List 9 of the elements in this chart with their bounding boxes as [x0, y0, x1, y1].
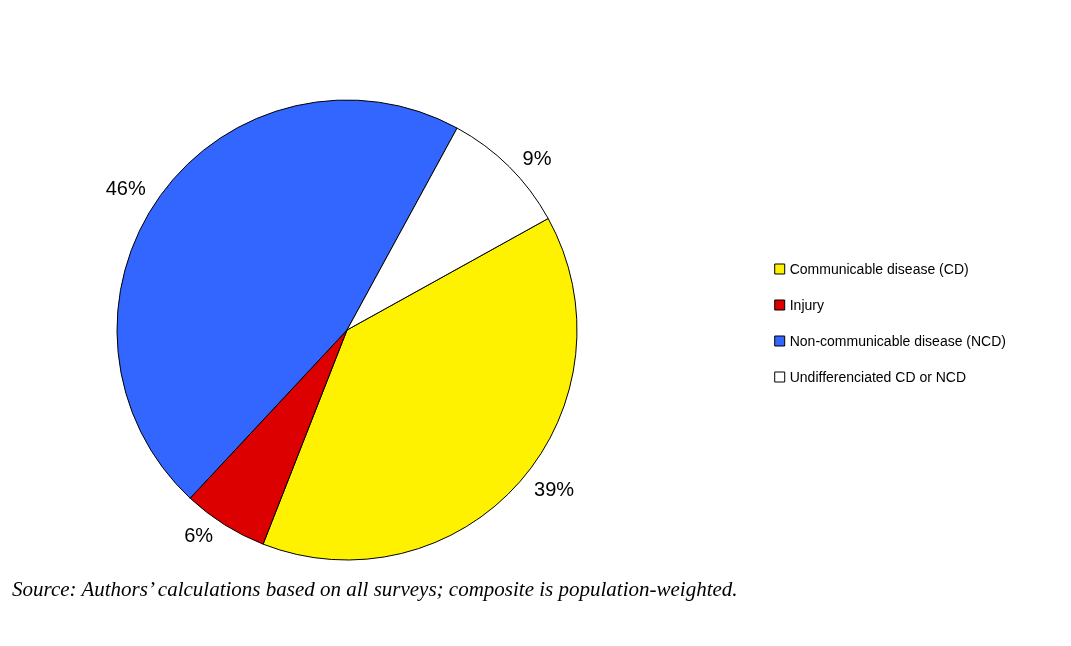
legend-label: Non-communicable disease (NCD)	[789, 333, 1006, 349]
data-label: 39%	[534, 478, 575, 501]
data-label: 6%	[184, 523, 214, 546]
legend-label: Injury	[789, 297, 824, 313]
legend-label: Undifferenciated CD or NCD	[789, 369, 967, 385]
data-label: 9%	[522, 147, 552, 170]
data-label: 46%	[105, 177, 146, 200]
legend-label: Communicable disease (CD)	[789, 261, 969, 277]
source-note: Source: Authors’ calculations based on all surveys; composite is population-weighted.	[12, 576, 738, 601]
